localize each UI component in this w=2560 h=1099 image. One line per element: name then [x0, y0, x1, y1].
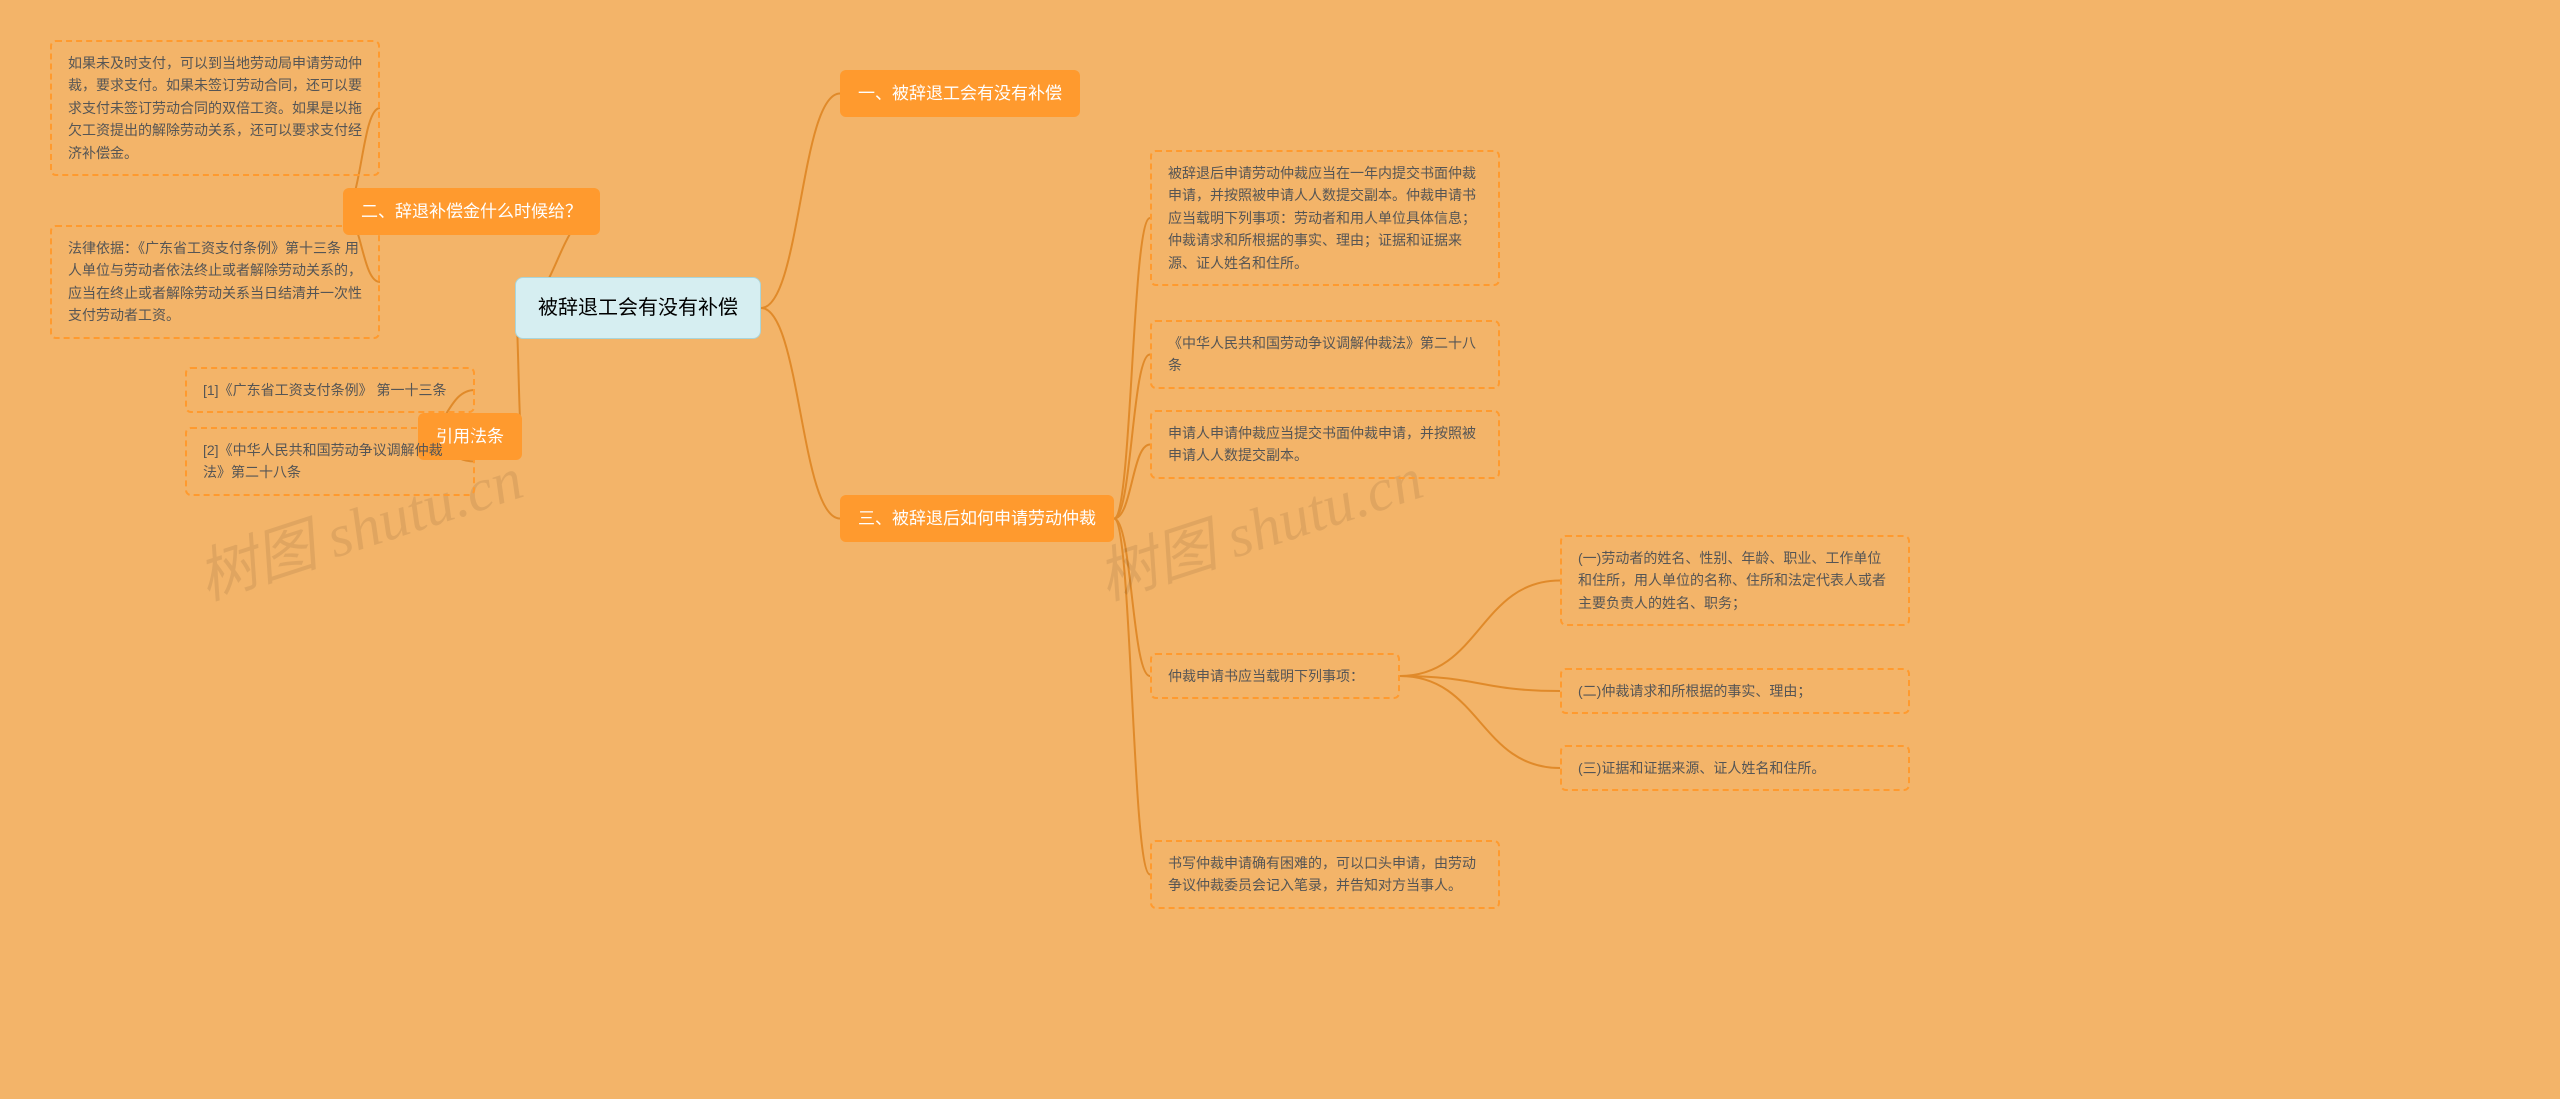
leaf-node: 法律依据：《广东省工资支付条例》第十三条 用人单位与劳动者依法终止或者解除劳动关… — [50, 225, 380, 339]
leaf-node: [2]《中华人民共和国劳动争议调解仲裁法》第二十八条 — [185, 427, 475, 496]
leaf-node: 《中华人民共和国劳动争议调解仲裁法》第二十八条 — [1150, 320, 1500, 389]
central-node: 被辞退工会有没有补偿 — [515, 277, 761, 339]
branch-node: 二、辞退补偿金什么时候给？ — [343, 188, 600, 235]
branch-node: 三、被辞退后如何申请劳动仲裁 — [840, 495, 1114, 542]
leaf-node: 如果未及时支付，可以到当地劳动局申请劳动仲裁，要求支付。如果未签订劳动合同，还可… — [50, 40, 380, 176]
leaf-node: 申请人申请仲裁应当提交书面仲裁申请，并按照被申请人人数提交副本。 — [1150, 410, 1500, 479]
leaf-sub-node: (一)劳动者的姓名、性别、年龄、职业、工作单位和住所，用人单位的名称、住所和法定… — [1560, 535, 1910, 626]
leaf-node: 被辞退后申请劳动仲裁应当在一年内提交书面仲裁申请，并按照被申请人人数提交副本。仲… — [1150, 150, 1500, 286]
leaf-node: 书写仲裁申请确有困难的，可以口头申请，由劳动争议仲裁委员会记入笔录，并告知对方当… — [1150, 840, 1500, 909]
leaf-sub-node: (二)仲裁请求和所根据的事实、理由； — [1560, 668, 1910, 714]
leaf-sub-node: (三)证据和证据来源、证人姓名和住所。 — [1560, 745, 1910, 791]
branch-node: 一、被辞退工会有没有补偿 — [840, 70, 1080, 117]
leaf-node: [1]《广东省工资支付条例》 第一十三条 — [185, 367, 475, 413]
mindmap-canvas: 树图 shutu.cn树图 shutu.cn被辞退工会有没有补偿二、辞退补偿金什… — [0, 0, 2560, 1099]
leaf-node: 仲裁申请书应当载明下列事项： — [1150, 653, 1400, 699]
